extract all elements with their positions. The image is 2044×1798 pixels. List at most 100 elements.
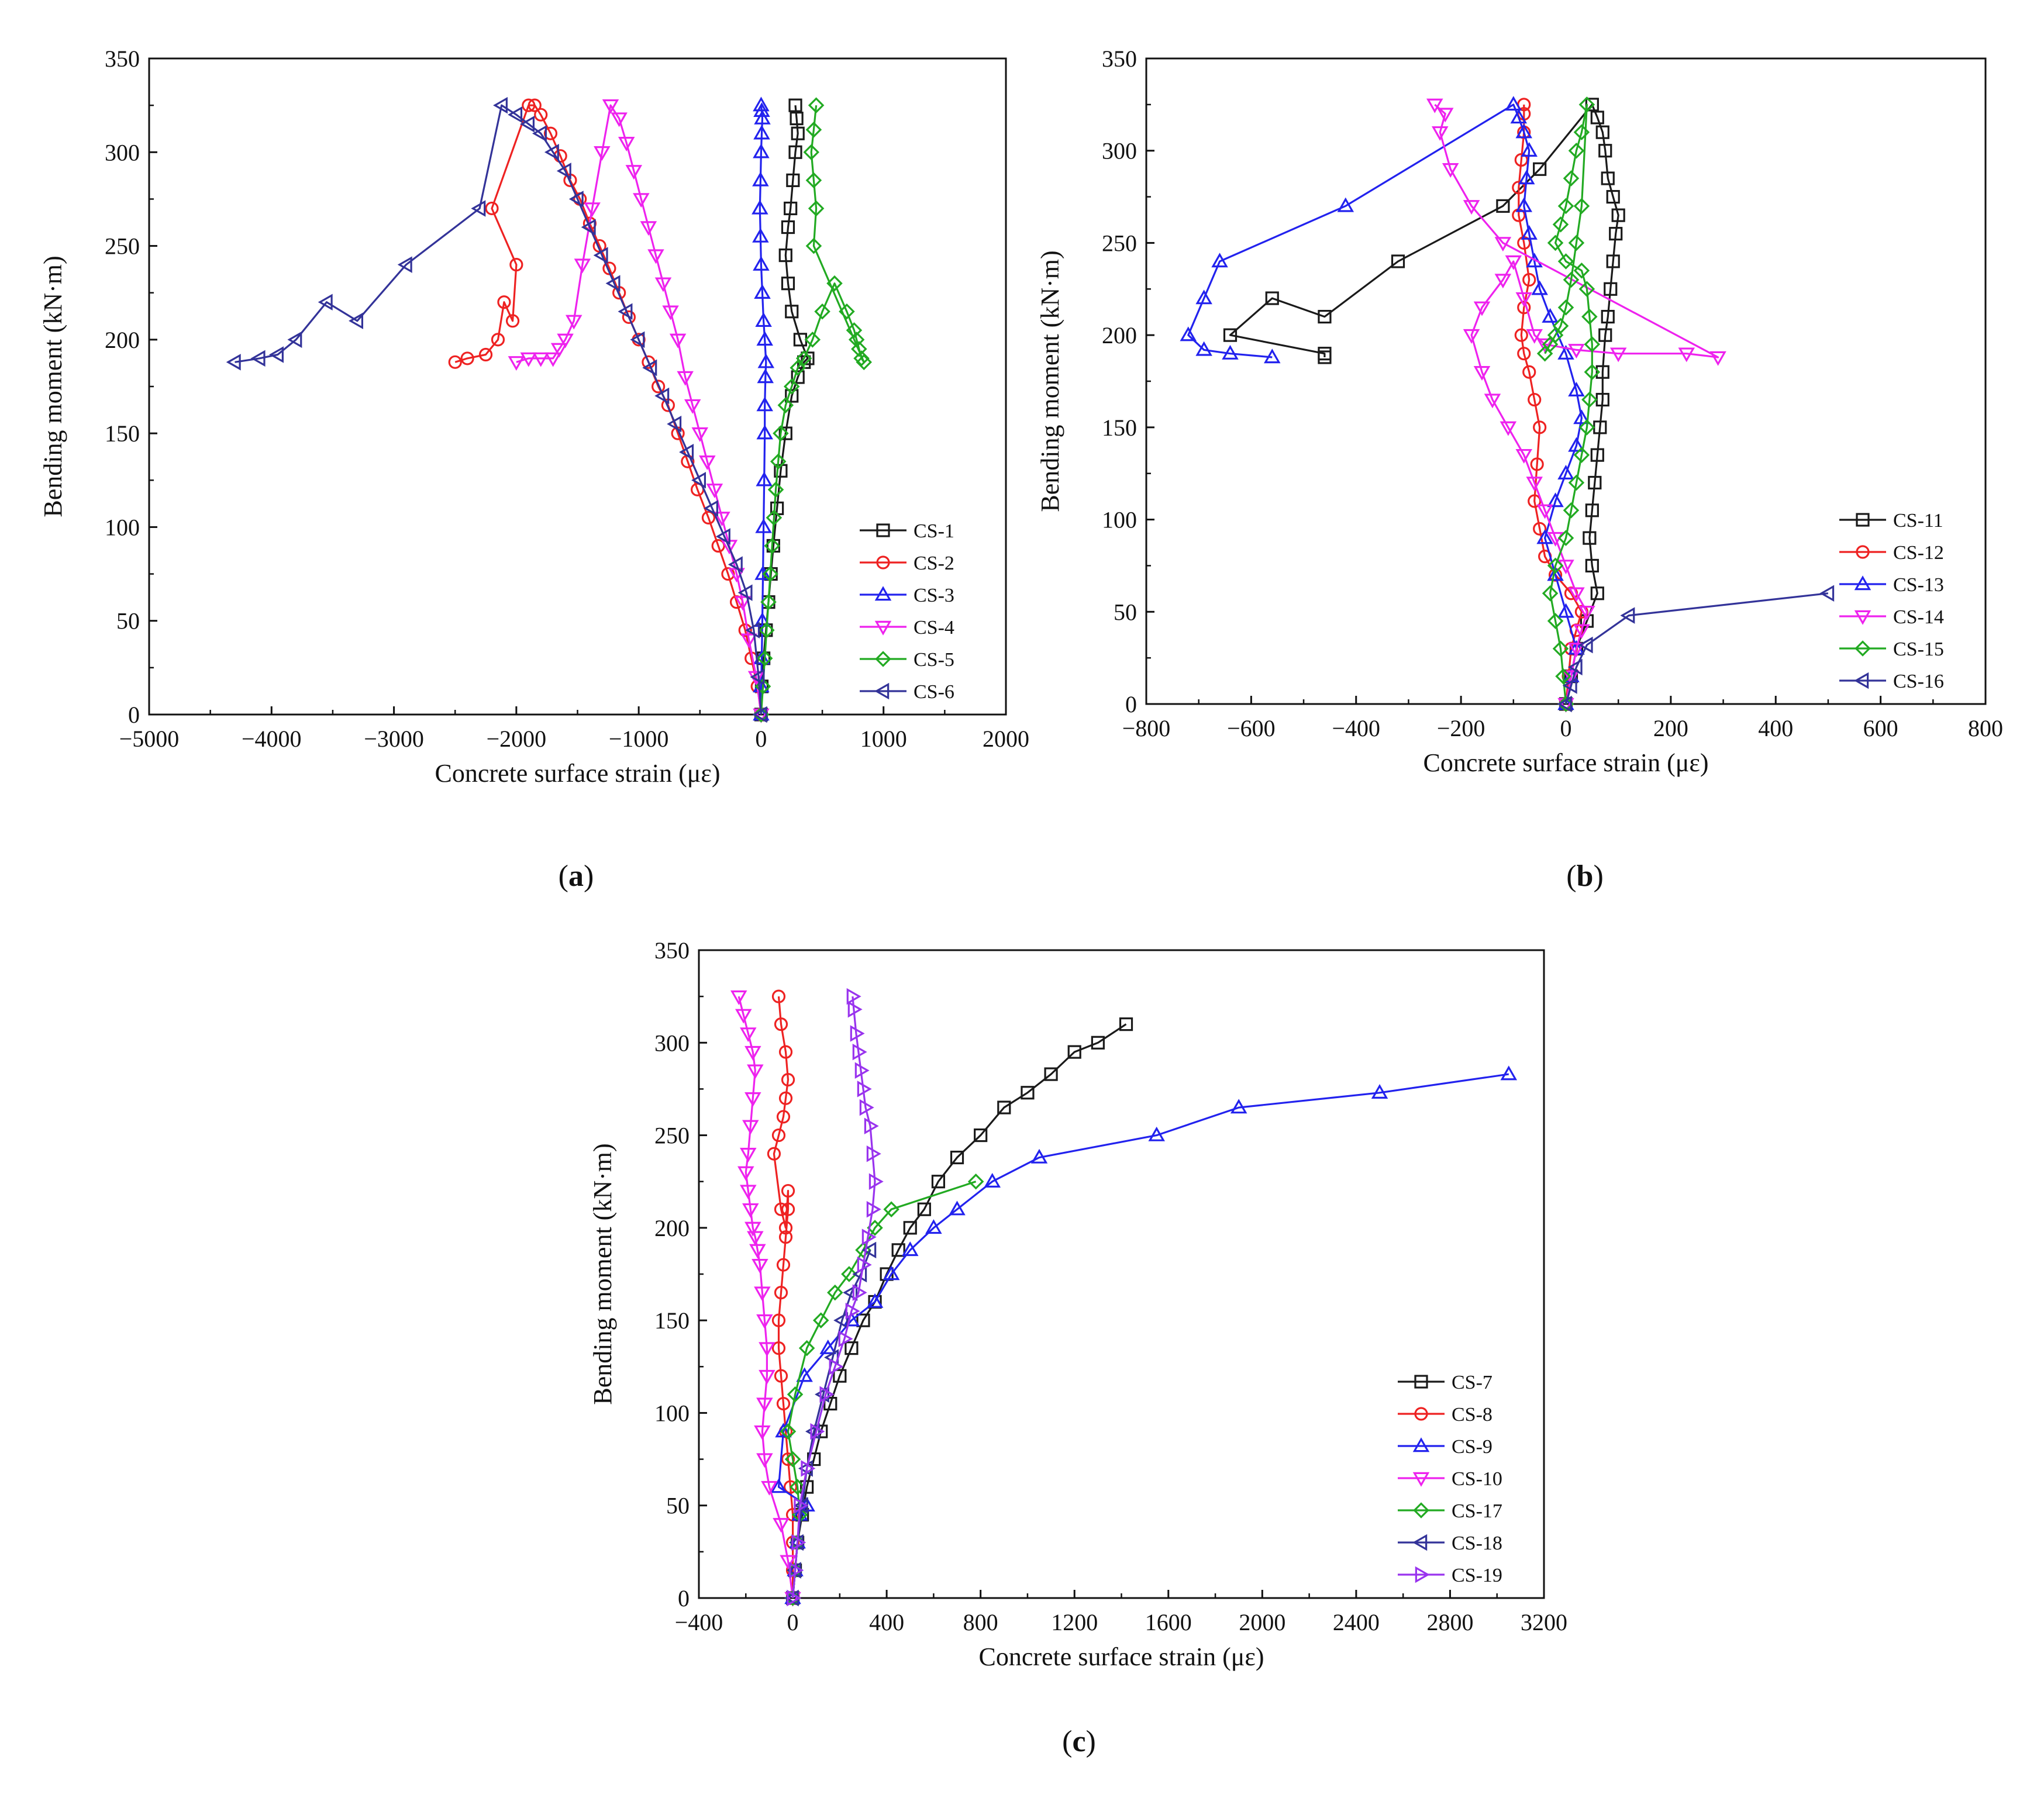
data-point: [750, 668, 765, 686]
data-point: [755, 312, 772, 327]
data-point: [1590, 111, 1604, 125]
data-point: [788, 145, 802, 159]
data-point: [1494, 237, 1512, 252]
data-point: [226, 354, 241, 371]
data-point: [1091, 1036, 1105, 1050]
data-point: [508, 106, 523, 123]
data-point: [845, 1303, 860, 1320]
legend-label: CS-9: [1452, 1436, 1493, 1458]
data-point: [1604, 282, 1618, 296]
data-point: [861, 1241, 877, 1259]
series-line: [760, 105, 865, 715]
data-point: [684, 399, 701, 414]
data-point: [776, 1258, 791, 1272]
data-point: [1578, 96, 1595, 113]
x-tick-label: 0: [1560, 715, 1572, 741]
legend-label: CS-17: [1452, 1500, 1502, 1522]
y-tick-label: 50: [116, 608, 140, 634]
data-point: [1581, 308, 1598, 325]
data-point: [1568, 344, 1585, 359]
data-point: [1573, 198, 1590, 215]
data-point: [534, 108, 548, 122]
data-point: [756, 471, 773, 486]
x-tick-label: 2000: [983, 726, 1029, 752]
legend-marker: [876, 555, 890, 570]
y-tick-label: 0: [678, 1585, 690, 1611]
y-tick-label: 200: [1102, 322, 1137, 348]
data-point: [1500, 421, 1517, 436]
series-line: [1434, 103, 1719, 705]
data-point: [774, 1017, 788, 1031]
legend-item: CS-6: [860, 681, 954, 703]
data-point: [781, 1183, 795, 1198]
series-cs-2: [448, 98, 768, 722]
data-point: [759, 622, 775, 639]
data-point: [568, 191, 584, 208]
data-point: [713, 512, 730, 527]
data-point: [1578, 606, 1595, 621]
data-point: [742, 1203, 759, 1218]
data-point: [1318, 309, 1332, 324]
y-tick-label: 200: [105, 327, 140, 353]
data-point: [1484, 394, 1501, 409]
legend-label: CS-4: [914, 617, 954, 639]
legend-marker: [1413, 1502, 1429, 1519]
data-point: [812, 1312, 829, 1328]
data-point: [780, 1555, 797, 1570]
y-tick-label: 0: [128, 702, 140, 728]
data-point: [611, 112, 628, 127]
data-point: [1557, 344, 1574, 360]
data-point: [852, 1043, 867, 1061]
data-point: [701, 510, 716, 525]
data-point: [1431, 126, 1449, 141]
data-point: [781, 1202, 795, 1216]
legend-label: CS-7: [1452, 1372, 1493, 1393]
y-tick-label: 100: [654, 1400, 690, 1426]
data-point: [866, 1200, 881, 1218]
data-point: [838, 1330, 853, 1348]
legend-label: CS-11: [1893, 510, 1943, 532]
data-point: [1514, 153, 1528, 167]
data-point: [866, 1293, 884, 1308]
data-point: [652, 379, 666, 394]
legend-marker: [1414, 1407, 1428, 1421]
data-point: [805, 122, 822, 138]
data-point: [826, 275, 843, 292]
data-point: [485, 201, 499, 216]
data-point: [753, 256, 770, 271]
data-point: [787, 1589, 802, 1607]
legend-item: CS-16: [1839, 671, 1944, 692]
data-point: [774, 1369, 788, 1383]
data-point: [883, 1265, 900, 1281]
series-line: [773, 996, 794, 1598]
legend-label: CS-13: [1893, 574, 1944, 596]
legend-marker: [1856, 545, 1870, 559]
series-cs-18: [784, 1241, 877, 1607]
data-point: [654, 387, 670, 405]
data-point: [505, 314, 520, 328]
legend-marker: [1854, 672, 1869, 689]
data-point: [788, 98, 802, 112]
data-point: [815, 1386, 829, 1403]
data-point: [1563, 170, 1580, 187]
data-point: [1318, 350, 1332, 364]
data-point: [1547, 566, 1564, 581]
data-point: [478, 347, 493, 362]
data-point: [753, 96, 770, 112]
data-point: [1578, 281, 1595, 298]
x-tick-label: 1200: [1051, 1609, 1098, 1635]
data-point: [1557, 299, 1574, 316]
data-point: [460, 351, 474, 365]
data-point: [1573, 262, 1590, 279]
data-point: [775, 1423, 792, 1438]
data-point: [760, 593, 777, 610]
x-tick-label: −5000: [119, 726, 180, 752]
data-point: [756, 331, 773, 346]
data-point: [1568, 437, 1585, 452]
data-point: [798, 1340, 815, 1357]
y-axis-title: Bending moment (kN·m): [39, 256, 67, 517]
series-cs-15: [1536, 96, 1601, 712]
data-point: [1533, 162, 1547, 176]
data-point: [764, 537, 781, 554]
legend-item: CS-5: [860, 649, 954, 671]
